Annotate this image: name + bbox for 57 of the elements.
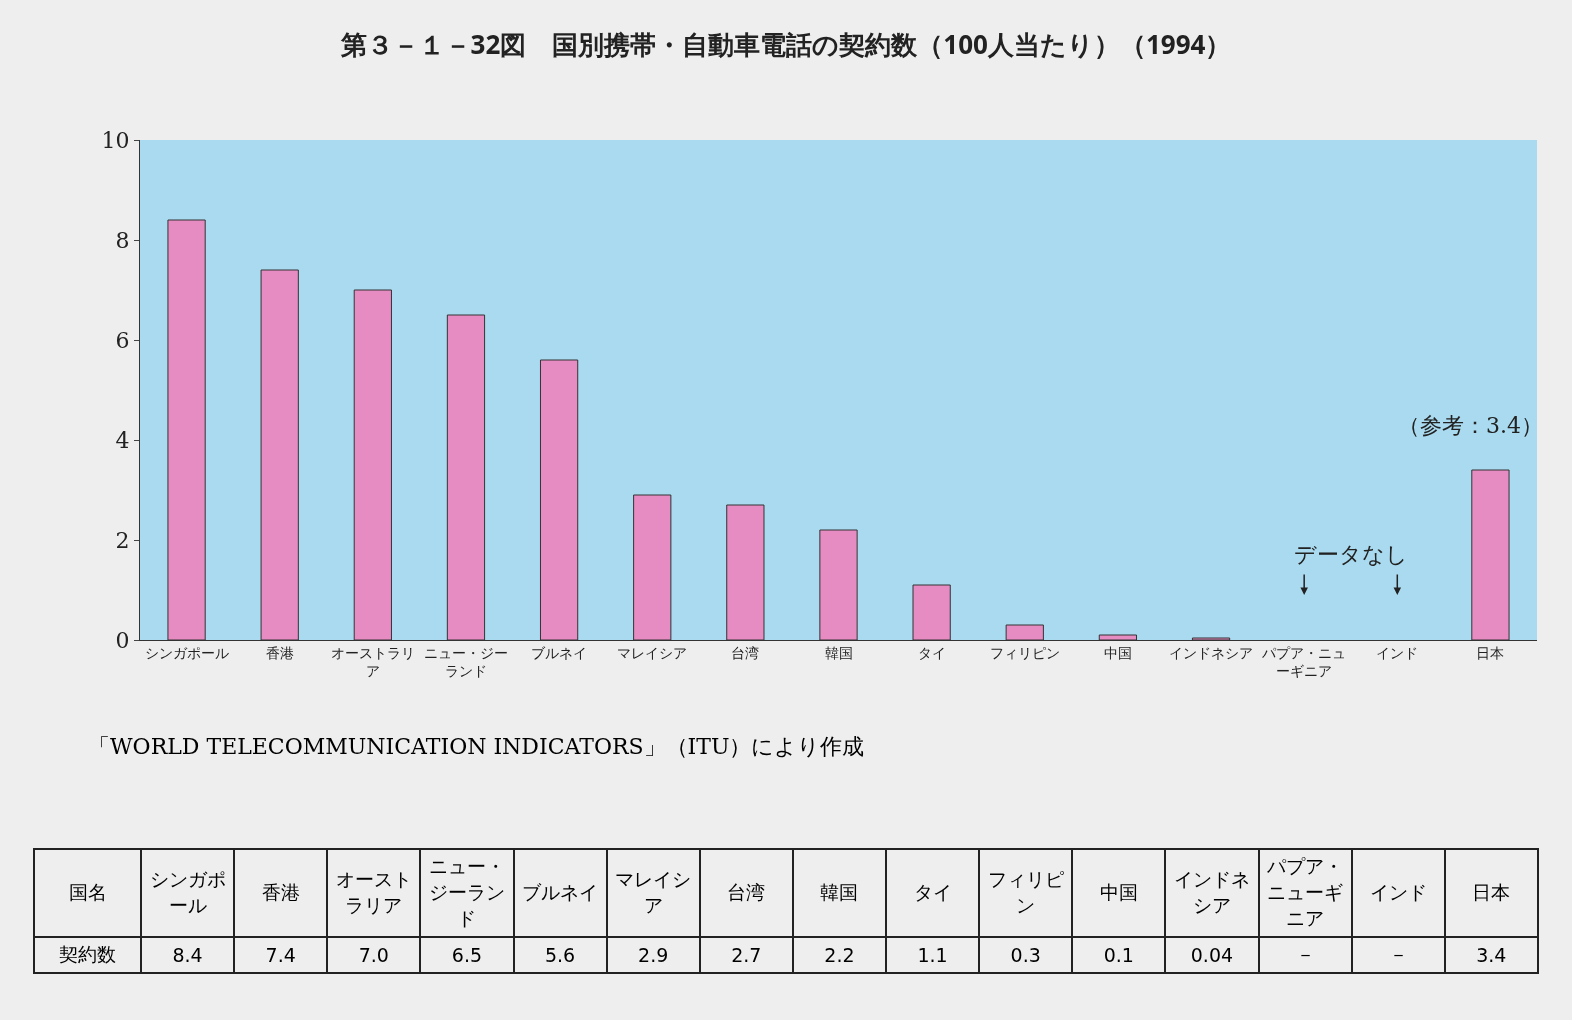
x-tick-label: インドネシア [1169, 642, 1254, 662]
category-label: 中国 [1099, 881, 1138, 903]
category-label: パプア・ニューギニア [1267, 855, 1344, 929]
text: 契約数 [34, 937, 141, 973]
data-label: 8.4 [141, 937, 235, 973]
text: － [1295, 943, 1315, 965]
x-tick-label: マレイシア [617, 642, 688, 662]
y-tick-label: 0 [115, 627, 130, 653]
x-tick-label: フィリピン [989, 642, 1060, 662]
x-tick-label: シンガポール [144, 642, 229, 662]
category-label: フィリピン [987, 868, 1064, 916]
data-label: 2.7 [699, 937, 793, 973]
x-tick-label: 日本 [1476, 642, 1505, 662]
x-tick-label: インド [1376, 642, 1419, 662]
x-tick-label: ブルネイ [531, 642, 588, 662]
data-label: 7.0 [327, 937, 421, 973]
category-label: シンガポール [149, 868, 226, 916]
data-label: 0.1 [1072, 937, 1166, 973]
data-label: 2.2 [792, 937, 886, 973]
data-label: 0.3 [979, 937, 1073, 973]
y-tick-label: 4 [115, 427, 130, 453]
x-tick-label: 台湾 [731, 642, 760, 662]
text: 国名 [34, 849, 141, 937]
x-tick-label: オーストラリ ア [330, 642, 415, 680]
data-label: 3.4 [1444, 937, 1538, 973]
category-label: インドネシア [1173, 868, 1250, 916]
data-label: 1.1 [886, 937, 980, 973]
category-label: オーストラリア [335, 868, 412, 916]
data-label: 5.6 [513, 937, 607, 973]
x-tick-label: 韓国 [824, 642, 853, 662]
category-label: ブルネイ [522, 881, 599, 903]
category-label: 台湾 [727, 881, 766, 903]
y-tick-label: 10 [101, 127, 130, 153]
category-label: 韓国 [820, 881, 859, 903]
y-tick-label: 6 [115, 327, 130, 353]
x-tick-label: タイ [917, 642, 946, 662]
x-tick-label: ニュー・ジー ランド [423, 642, 508, 680]
data-label: 2.9 [606, 937, 700, 973]
text: 「WORLD TELECOMMUNICATION INDICATORS」（ITU）により作成 [88, 733, 865, 761]
annotation: データなし [1294, 538, 1408, 568]
x-tick-label: 香港 [265, 642, 294, 662]
category-label: タイ [913, 881, 952, 903]
x-tick-label: 中国 [1103, 642, 1132, 662]
category-label: 日本 [1472, 881, 1511, 903]
category-label: マレイシア [615, 868, 692, 916]
category-label: ニュー・ジーランド [428, 855, 505, 929]
category-label: インド [1369, 881, 1427, 903]
data-label: 6.5 [420, 937, 514, 973]
data-label: 7.4 [234, 937, 328, 973]
chart-title: 第３－１－32図 国別携帯・自動車電話の契約数（100人当たり）（1994） [339, 25, 1232, 62]
y-tick-label: 8 [115, 227, 130, 253]
y-tick-label: 2 [115, 527, 130, 553]
data-label: 0.04 [1165, 937, 1259, 973]
category-label: 香港 [261, 881, 300, 903]
annotation: （参考：3.4） [1398, 413, 1543, 438]
text: － [1388, 943, 1408, 965]
x-tick-label: パプア・ニュ ーギニア [1261, 642, 1347, 680]
